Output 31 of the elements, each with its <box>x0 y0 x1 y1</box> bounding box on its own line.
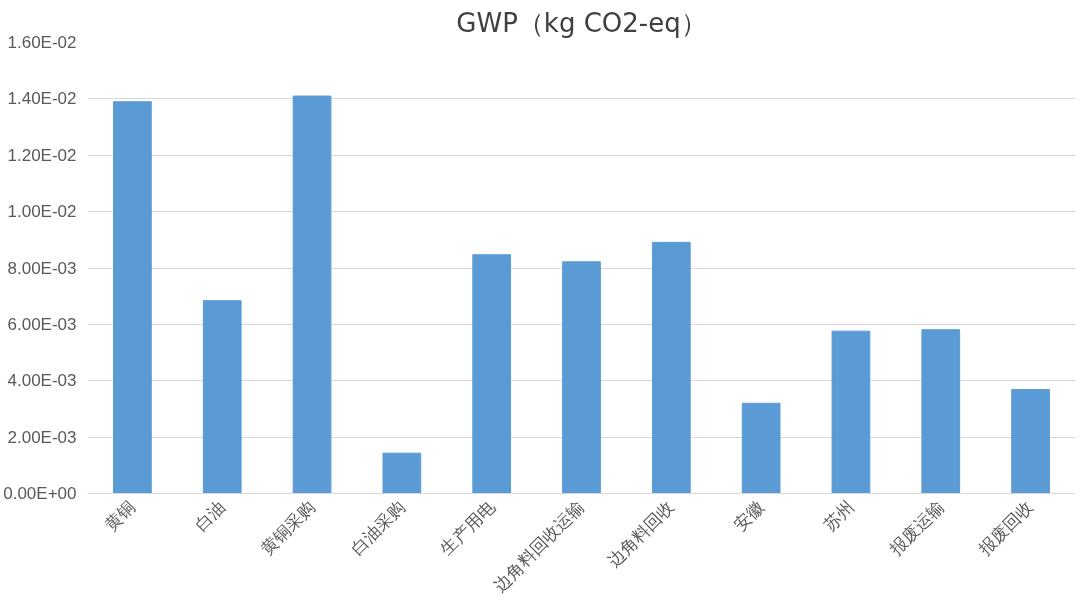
bar <box>113 101 152 494</box>
y-tick-label: 1.60E-02 <box>7 33 77 52</box>
bar <box>562 261 601 494</box>
x-tick-label: 报废运输 <box>885 497 948 561</box>
bar <box>921 329 961 494</box>
y-tick-label: 8.00E-03 <box>7 258 77 278</box>
bar <box>292 95 332 494</box>
bar <box>472 254 512 494</box>
bar <box>382 452 422 494</box>
x-tick-label: 安徽 <box>730 497 768 536</box>
y-tick-label: 2.00E-03 <box>7 427 77 447</box>
chart-title: GWP（kg CO2-eq） <box>456 7 707 38</box>
x-tick-label: 黄铜采购 <box>257 497 319 560</box>
y-tick-label: 0.00E+00 <box>3 484 77 503</box>
bar <box>1011 388 1050 494</box>
x-tick-label: 白油采购 <box>347 497 409 560</box>
bar <box>651 241 691 494</box>
y-tick-label: 1.40E-02 <box>7 89 77 109</box>
x-tick-label: 白油 <box>191 497 229 536</box>
x-tick-label: 苏州 <box>820 497 858 536</box>
bar <box>202 300 242 494</box>
bar <box>741 402 781 494</box>
x-tick-label: 报废回收 <box>975 497 1038 561</box>
y-tick-label: 4.00E-03 <box>7 371 77 391</box>
bar <box>831 330 871 494</box>
x-tick-label: 生产用电 <box>436 497 499 560</box>
x-tick-label: 黄铜 <box>101 497 140 536</box>
x-tick-label: 边角料回收 <box>604 497 679 572</box>
y-tick-label: 6.00E-03 <box>7 314 77 334</box>
y-tick-label: 1.20E-02 <box>7 145 77 165</box>
y-tick-label: 1.00E-02 <box>7 202 77 222</box>
